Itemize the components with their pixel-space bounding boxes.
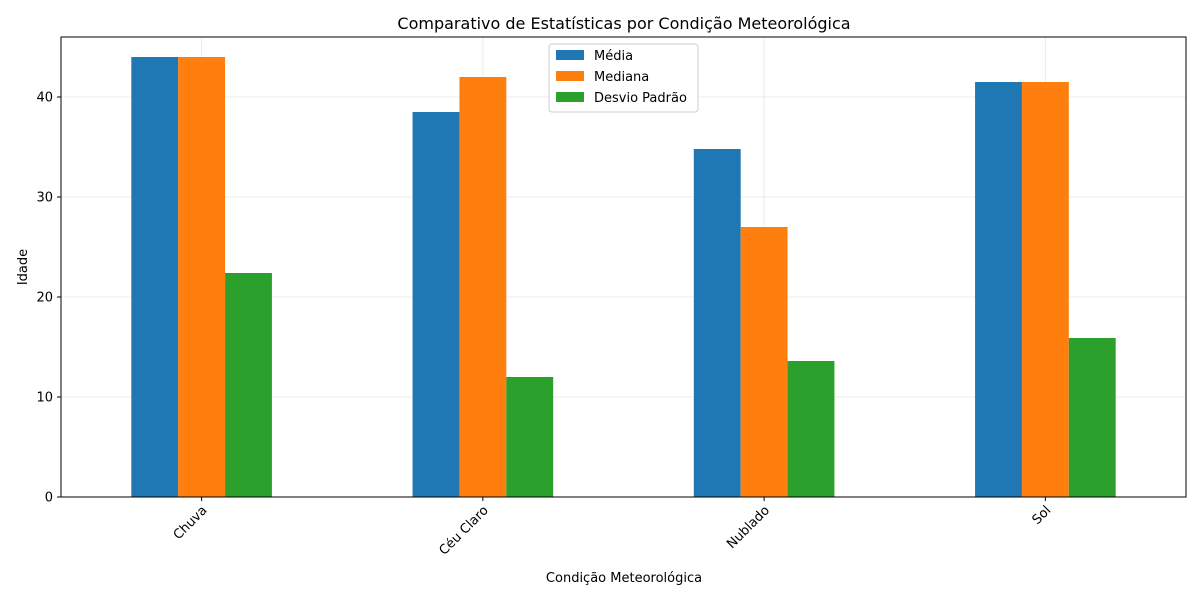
bar	[412, 112, 460, 497]
y-tick-label: 30	[36, 191, 53, 206]
x-tick-label: Chuva	[171, 503, 211, 543]
bar	[178, 57, 226, 497]
bar	[459, 77, 507, 497]
bars	[131, 57, 1116, 497]
y-tick-label: 20	[36, 291, 53, 306]
x-tick-label: Sol	[1030, 503, 1055, 528]
chart-title: Comparativo de Estatísticas por Condição…	[397, 14, 850, 33]
y-tick-label: 0	[45, 491, 53, 506]
bar	[787, 361, 835, 497]
x-tick-label: Céu Claro	[436, 503, 491, 558]
bar	[225, 273, 272, 497]
legend-label: Mediana	[594, 70, 649, 85]
x-axis: Chuva Céu Claro Nublado Sol	[171, 497, 1055, 558]
y-tick-label: 40	[36, 91, 53, 106]
bar	[1068, 338, 1116, 497]
legend-swatch	[556, 71, 584, 81]
plot-frame	[60, 36, 1187, 498]
y-tick-label: 10	[36, 391, 53, 406]
y-axis: 0 10 20 30 40	[36, 91, 61, 506]
bar	[506, 377, 554, 497]
legend-label: Média	[594, 49, 633, 64]
bar	[131, 57, 179, 497]
x-axis-label: Condição Meteorológica	[546, 571, 702, 586]
bar	[975, 82, 1022, 497]
legend-label: Desvio Padrão	[594, 91, 687, 106]
legend-box	[548, 43, 699, 113]
bar	[693, 149, 741, 497]
legend-swatch	[556, 92, 584, 102]
bar	[1021, 82, 1069, 497]
legend-swatch	[556, 50, 584, 60]
x-tick-label: Nublado	[724, 503, 773, 552]
legend: Média Mediana Desvio Padrão	[548, 43, 699, 113]
y-axis-label: Idade	[16, 249, 31, 285]
bar	[740, 227, 788, 497]
